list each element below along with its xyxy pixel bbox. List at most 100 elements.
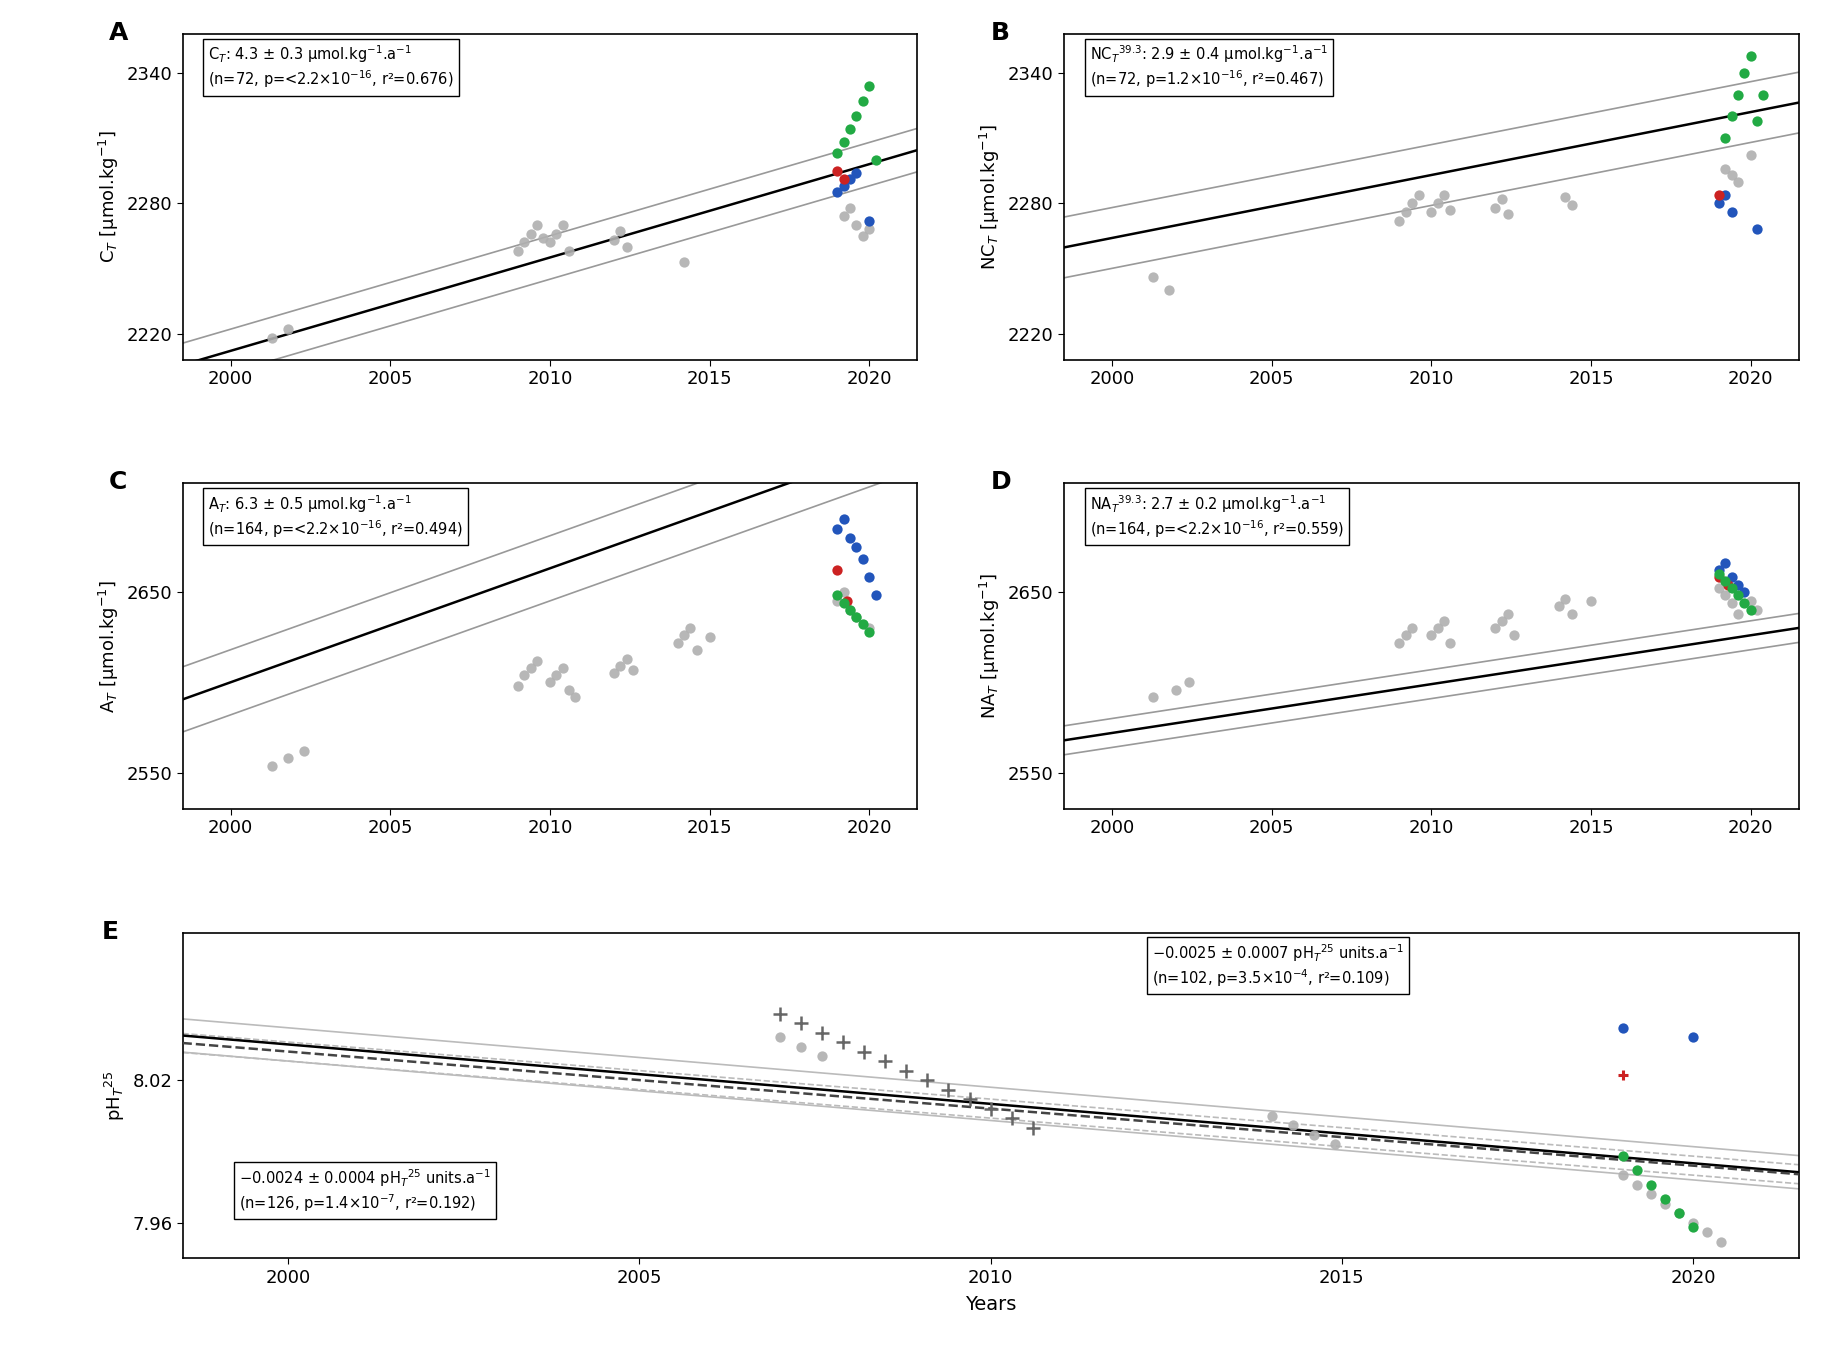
Point <box>829 205 858 226</box>
Point <box>1494 602 1523 624</box>
Point <box>855 75 884 96</box>
Point <box>542 664 572 686</box>
Point <box>836 197 866 218</box>
Point <box>913 1070 942 1092</box>
Point <box>1716 201 1746 222</box>
Point <box>274 319 303 340</box>
Point <box>1558 602 1587 624</box>
Point <box>862 584 891 606</box>
Point <box>1300 1124 1329 1146</box>
Point <box>836 118 866 140</box>
Point <box>1724 584 1753 606</box>
Point <box>1749 84 1779 106</box>
Point <box>612 236 641 258</box>
Point <box>289 740 318 762</box>
Point <box>824 584 853 606</box>
Point <box>548 658 577 679</box>
Point <box>1621 1159 1651 1181</box>
Point <box>1693 1222 1722 1243</box>
Point <box>1636 1174 1665 1196</box>
Point <box>1391 201 1421 222</box>
Point <box>517 658 546 679</box>
Point <box>842 536 871 557</box>
Point <box>1576 590 1605 612</box>
Point <box>1422 617 1452 639</box>
Point <box>829 132 858 153</box>
Point <box>1716 591 1746 613</box>
Point <box>1715 574 1744 595</box>
Point <box>1621 1174 1651 1196</box>
Point <box>1729 591 1758 613</box>
Point <box>807 1045 836 1067</box>
Point <box>612 648 641 670</box>
Point <box>1742 218 1771 240</box>
Point <box>787 1036 816 1058</box>
Point <box>836 526 866 548</box>
Point <box>1154 279 1183 301</box>
Point <box>1391 624 1421 645</box>
Point <box>829 591 858 613</box>
Point <box>842 214 871 236</box>
Point <box>1609 1017 1638 1039</box>
Point <box>522 214 551 236</box>
Point <box>555 240 584 262</box>
Point <box>1384 210 1413 232</box>
Point <box>606 221 635 243</box>
Point <box>670 624 699 645</box>
Point <box>1609 1064 1638 1086</box>
Point <box>619 659 648 681</box>
Point <box>849 613 878 635</box>
Text: D: D <box>990 471 1012 495</box>
Point <box>1417 201 1446 222</box>
Text: B: B <box>990 20 1010 45</box>
Point <box>1019 1117 1048 1139</box>
Point <box>1724 602 1753 624</box>
Point <box>555 679 584 701</box>
Point <box>855 621 884 643</box>
Point <box>1704 559 1733 580</box>
Point <box>824 182 853 203</box>
Point <box>855 218 884 240</box>
Point <box>1742 599 1771 621</box>
Point <box>1665 1203 1695 1224</box>
Point <box>1716 578 1746 599</box>
Point <box>1716 567 1746 589</box>
Point <box>1737 145 1766 167</box>
Point <box>548 214 577 236</box>
Point <box>849 1040 878 1062</box>
Point <box>787 1012 816 1033</box>
Point <box>829 580 858 602</box>
Point <box>1711 157 1740 179</box>
Text: −0.0024 ± 0.0004 pH$_T$$^{25}$ units.a$^{-1}$
(n=126, p=1.4×10$^{-7}$, r²=0.192): −0.0024 ± 0.0004 pH$_T$$^{25}$ units.a$^… <box>239 1168 491 1214</box>
Point <box>824 559 853 580</box>
Point <box>836 599 866 621</box>
Point <box>274 747 303 769</box>
Y-axis label: A$_T$ [μmol.kg$^{-1}$]: A$_T$ [μmol.kg$^{-1}$] <box>97 580 121 712</box>
Point <box>829 175 858 197</box>
Point <box>1550 589 1579 610</box>
Point <box>1256 1105 1286 1127</box>
Point <box>517 222 546 244</box>
Point <box>535 232 564 254</box>
Point <box>1494 203 1523 225</box>
Point <box>807 1021 836 1043</box>
Point <box>1139 266 1169 287</box>
Point <box>1716 106 1746 127</box>
Point <box>855 567 884 589</box>
Point <box>955 1089 984 1111</box>
Point <box>1404 183 1433 205</box>
Point <box>1711 552 1740 574</box>
Text: NC$_T$$^{39.3}$: 2.9 ± 0.4 μmol.kg$^{-1}$.a$^{-1}$
(n=72, p=1.2×10$^{-16}$, r²=0: NC$_T$$^{39.3}$: 2.9 ± 0.4 μmol.kg$^{-1}… <box>1090 43 1328 91</box>
Point <box>1417 624 1446 645</box>
Point <box>1737 599 1766 621</box>
Point <box>1678 1216 1707 1238</box>
Point <box>696 626 725 648</box>
Point <box>829 168 858 190</box>
Point <box>849 91 878 113</box>
Text: E: E <box>102 919 119 944</box>
Point <box>561 686 590 708</box>
Point <box>522 650 551 671</box>
Point <box>1737 45 1766 66</box>
Point <box>829 1031 858 1052</box>
X-axis label: Years: Years <box>964 1295 1017 1314</box>
